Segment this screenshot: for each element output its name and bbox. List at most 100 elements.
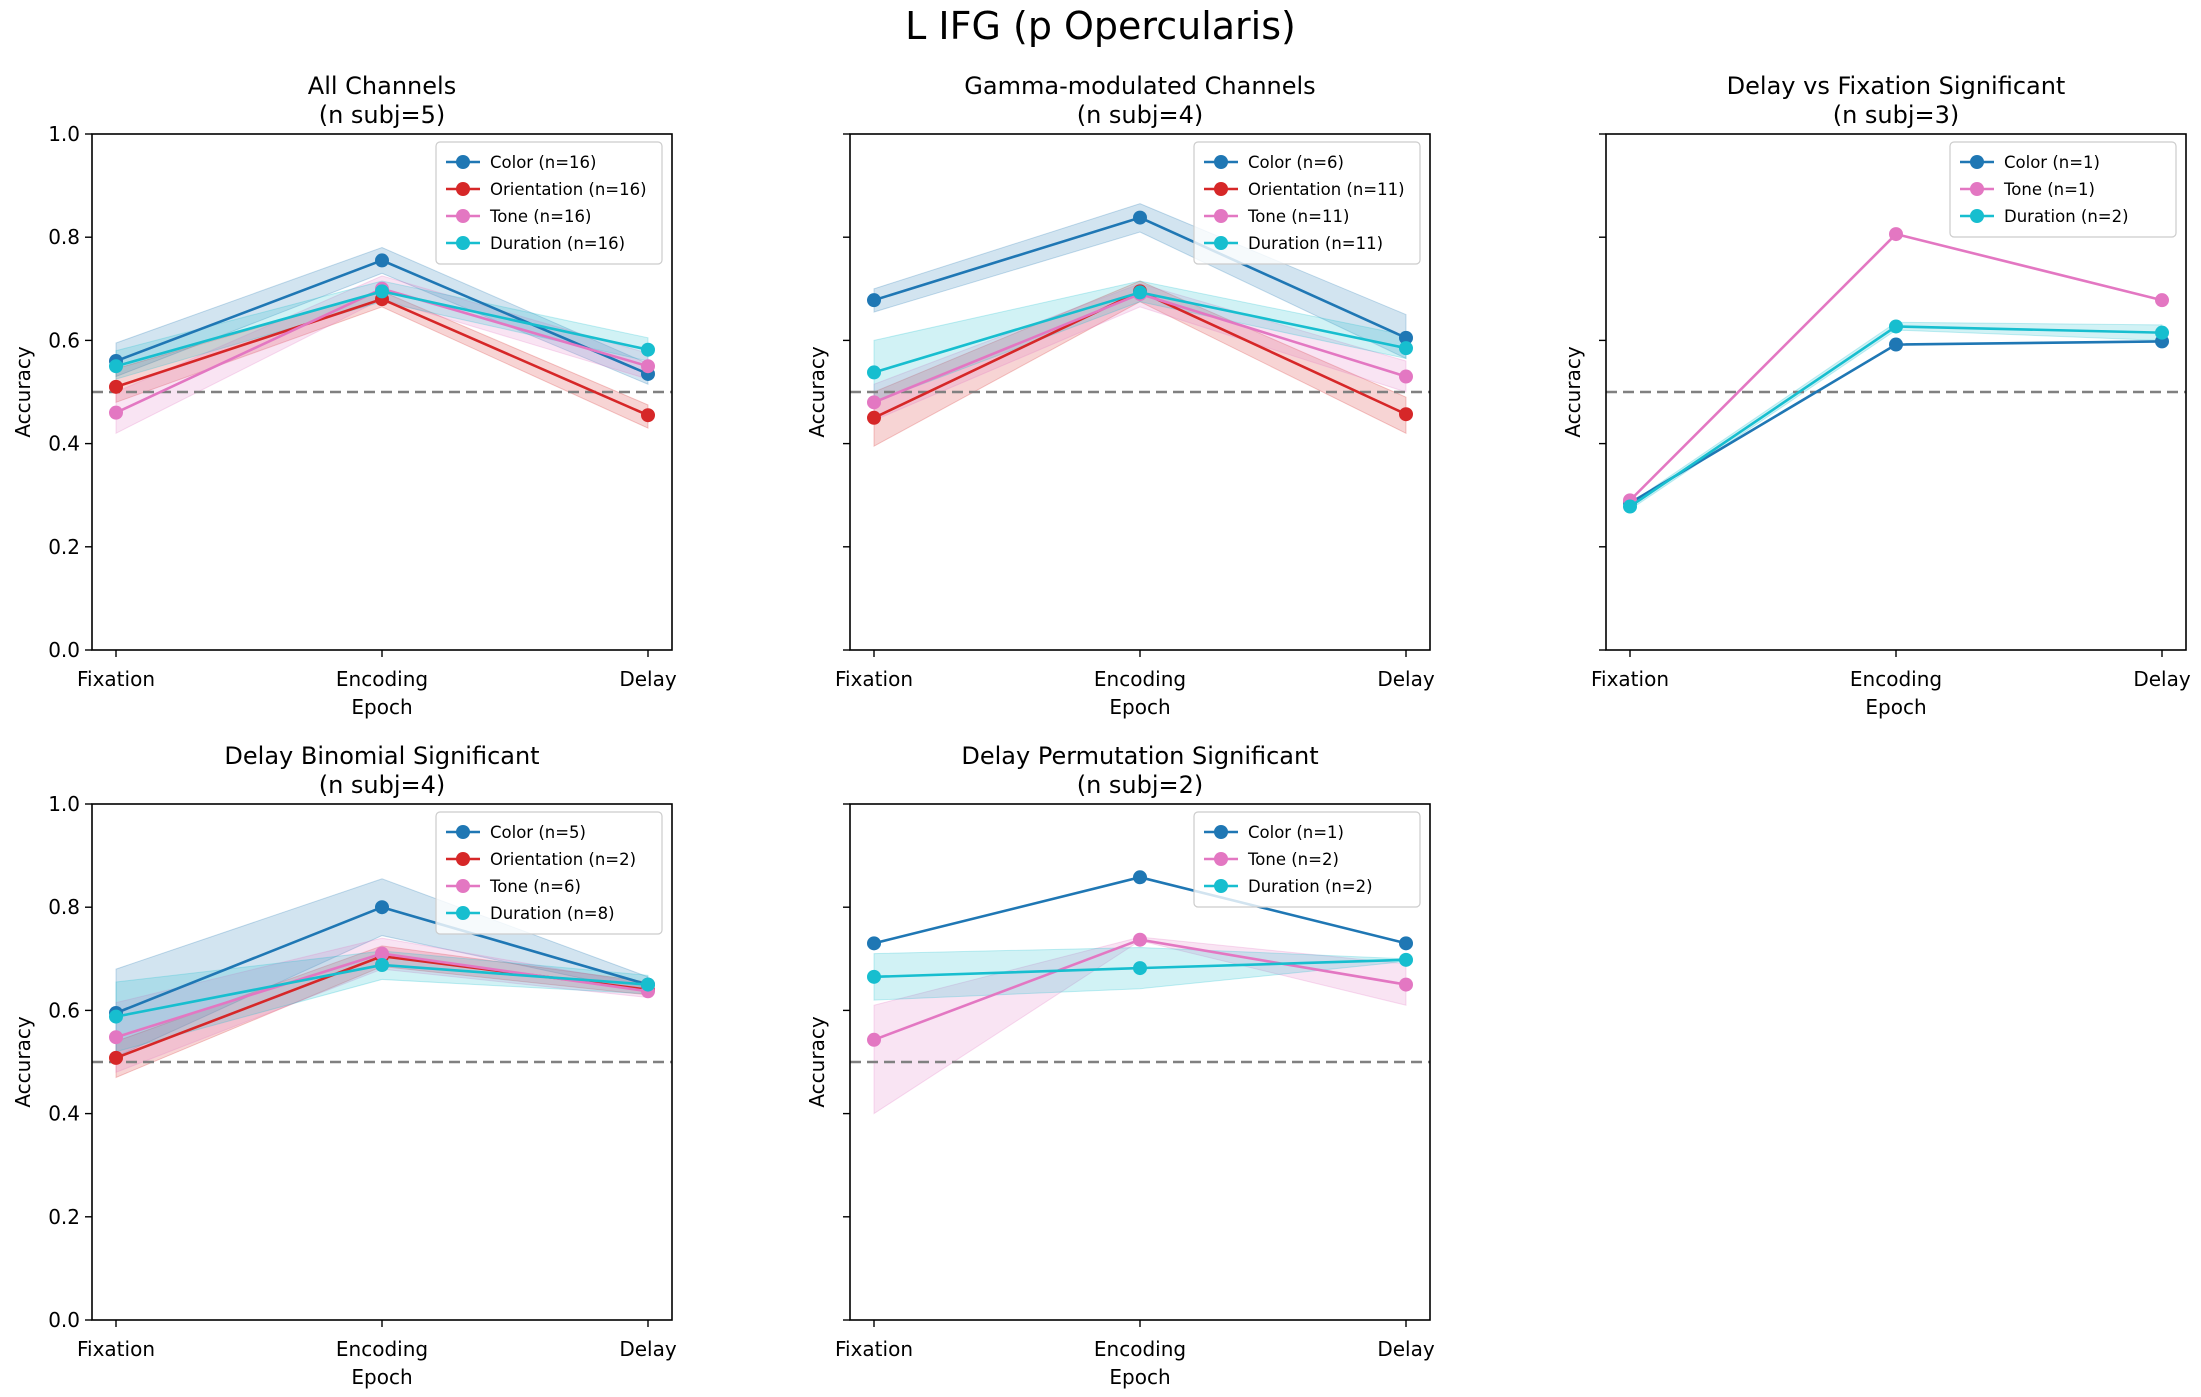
y-axis-label: Accuracy <box>11 1016 35 1107</box>
legend-marker-orientation <box>456 852 470 866</box>
legend-marker-tone <box>456 879 470 893</box>
x-tick-label: Fixation <box>77 1337 155 1361</box>
legend: Color (n=5) Orientation (n=2) Tone (n=6) Du… <box>435 811 663 935</box>
subplot-subtitle: (n subj=4) <box>319 771 446 799</box>
data-point-tone <box>2155 293 2169 308</box>
figure-title: L IFG (p Opercularis) <box>905 4 1296 48</box>
data-point-duration <box>2155 325 2169 340</box>
data-point-duration <box>641 977 655 992</box>
subplot-3: Fixation Encoding Delay Epoch Accuracy Delay … <box>1561 72 2191 719</box>
subplot-title: Delay vs Fixation Significant <box>1727 72 2066 100</box>
legend-marker-tone <box>1214 209 1228 223</box>
legend-label: Tone (n=11) <box>1247 207 1349 226</box>
legend-marker-color <box>456 825 470 839</box>
subplot-1: Fixation Encoding Delay Epoch 0.0 0.2 0.4 0.6 0.… <box>11 72 677 719</box>
x-tick-label: Fixation <box>77 667 155 691</box>
legend-box <box>435 811 663 935</box>
data-point-duration <box>1133 961 1147 976</box>
legend-box <box>1193 141 1421 265</box>
y-axis-label: Accuracy <box>1561 346 1585 437</box>
x-tick-label: Encoding <box>336 1337 428 1361</box>
legend-label: Duration (n=2) <box>2004 207 2129 226</box>
legend-label: Duration (n=11) <box>1248 234 1383 253</box>
data-point-orientation <box>641 408 655 423</box>
legend-marker-duration <box>1970 209 1984 223</box>
data-point-color <box>867 293 881 308</box>
data-point-color <box>1889 337 1903 352</box>
data-point-duration <box>641 342 655 357</box>
y-tick-label: 0.8 <box>48 225 80 249</box>
data-point-color <box>1399 330 1413 345</box>
data-point-tone <box>1399 369 1413 384</box>
subplot-subtitle: (n subj=5) <box>319 101 446 129</box>
y-tick-label: 0.2 <box>48 1205 80 1229</box>
data-point-tone <box>1399 977 1413 992</box>
legend-label: Orientation (n=16) <box>490 180 647 199</box>
legend: Color (n=1) Tone (n=1) Duration (n=2) <box>1949 141 2177 238</box>
legend-marker-duration <box>1214 236 1228 250</box>
legend-marker-color <box>1970 155 1984 169</box>
data-point-duration <box>867 365 881 380</box>
legend-marker-color <box>1214 155 1228 169</box>
x-tick-label: Encoding <box>1094 667 1186 691</box>
legend-label: Tone (n=1) <box>2003 180 2095 199</box>
legend-label: Orientation (n=2) <box>490 850 636 869</box>
legend-label: Color (n=1) <box>2004 153 2100 172</box>
x-axis-label: Epoch <box>1109 1365 1170 1389</box>
data-point-duration <box>375 284 389 299</box>
data-point-orientation <box>109 1050 123 1065</box>
x-tick-label: Fixation <box>835 667 913 691</box>
x-axis-label: Epoch <box>351 1365 412 1389</box>
legend-marker-tone <box>1970 182 1984 196</box>
x-axis-label: Epoch <box>1865 695 1926 719</box>
x-tick-label: Fixation <box>835 1337 913 1361</box>
data-point-tone <box>641 359 655 374</box>
legend-marker-tone <box>1214 852 1228 866</box>
y-tick-label: 1.0 <box>48 792 80 816</box>
legend-label: Duration (n=16) <box>490 234 625 253</box>
data-point-tone <box>867 395 881 410</box>
data-point-duration <box>1399 952 1413 967</box>
data-point-orientation <box>109 379 123 394</box>
legend-label: Tone (n=6) <box>489 877 581 896</box>
x-axis-label: Epoch <box>351 695 412 719</box>
legend-label: Color (n=5) <box>490 823 586 842</box>
y-axis-label: Accuracy <box>805 1016 829 1107</box>
x-tick-label: Encoding <box>1094 1337 1186 1361</box>
legend: Color (n=16) Orientation (n=16) Tone (n=16… <box>435 141 663 265</box>
data-point-color <box>375 900 389 915</box>
data-point-duration <box>867 969 881 984</box>
legend-marker-color <box>456 155 470 169</box>
x-tick-label: Delay <box>1377 667 1435 691</box>
data-point-tone <box>1133 932 1147 947</box>
legend-marker-color <box>1214 825 1228 839</box>
x-tick-label: Delay <box>2133 667 2191 691</box>
legend-label: Orientation (n=11) <box>1248 180 1405 199</box>
series-line-tone <box>1629 232 2163 502</box>
subplot-title: All Channels <box>308 72 456 100</box>
ci-band-color <box>115 246 649 386</box>
data-point-tone <box>867 1032 881 1047</box>
legend-label: Tone (n=2) <box>1247 850 1339 869</box>
x-axis-label: Epoch <box>1109 695 1170 719</box>
y-tick-label: 0.4 <box>48 1102 80 1126</box>
y-tick-label: 0.2 <box>48 535 80 559</box>
data-point-tone <box>1889 227 1903 242</box>
legend-marker-duration <box>1214 879 1228 893</box>
data-point-duration <box>1399 341 1413 356</box>
subplot-4: Fixation Encoding Delay Epoch 0.0 0.2 0.4 0.6 0.… <box>11 742 677 1389</box>
data-point-color <box>1133 870 1147 885</box>
subplot-subtitle: (n subj=3) <box>1833 101 1960 129</box>
legend-box <box>1193 811 1421 908</box>
data-point-orientation <box>1399 407 1413 422</box>
series-line-duration <box>1629 325 2163 508</box>
legend-marker-orientation <box>1214 182 1228 196</box>
data-point-duration <box>1623 499 1637 514</box>
y-tick-label: 0.6 <box>48 998 80 1022</box>
subplot-title: Delay Binomial Significant <box>224 742 539 770</box>
y-axis-label: Accuracy <box>805 346 829 437</box>
y-tick-label: 0.6 <box>48 328 80 352</box>
subplot-title: Gamma-modulated Channels <box>964 72 1315 100</box>
x-tick-label: Delay <box>1377 1337 1435 1361</box>
data-point-duration <box>375 957 389 972</box>
